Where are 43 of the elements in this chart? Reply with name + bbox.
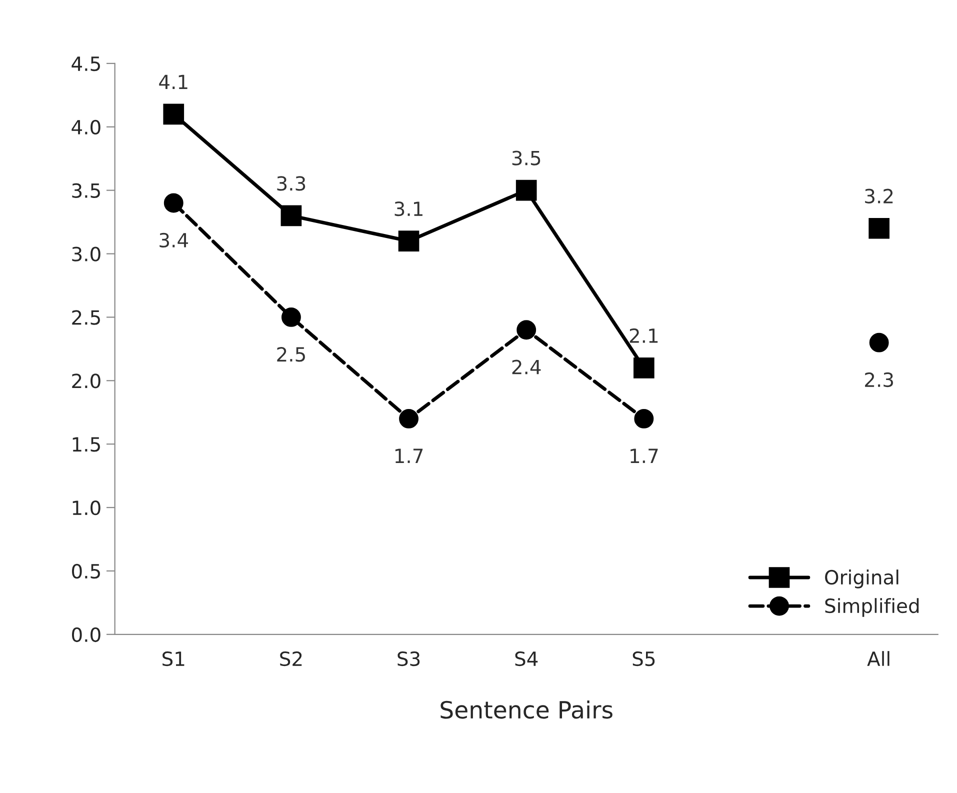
point: [869, 332, 889, 352]
data-label: 2.3: [865, 372, 893, 388]
x-tick-label: S5: [632, 651, 655, 666]
y-tick-label: 2.0: [72, 374, 100, 388]
x-tick-label: S2: [280, 651, 302, 666]
data-label: 3.2: [865, 188, 893, 204]
x-tick-label: S1: [162, 651, 184, 666]
legend-label: Original: [825, 570, 898, 588]
point: [280, 205, 302, 226]
x-tick-label: All: [867, 651, 890, 666]
data-label: 3.5: [512, 150, 540, 166]
data-label: 1.7: [395, 448, 423, 463]
point: [163, 104, 184, 125]
data-label: 2.4: [512, 360, 541, 374]
y-tick-label: 2.5: [72, 310, 100, 325]
point: [398, 230, 420, 252]
point: [281, 307, 301, 327]
x-tick-label: S3: [398, 651, 420, 666]
point: [164, 193, 184, 213]
y-tick-label: 1.5: [72, 437, 100, 452]
y-tick-label: 4.0: [72, 120, 100, 135]
data-label: 2.1: [630, 328, 658, 343]
data-label: 2.5: [277, 347, 305, 362]
y-tick-label: 0.0: [72, 627, 100, 642]
y-tick-label: 4.5: [72, 56, 100, 72]
y-tick-label: 0.5: [72, 564, 100, 579]
data-label: 3.1: [394, 201, 422, 216]
point: [516, 320, 536, 340]
y-tick-label: 1.0: [72, 500, 100, 516]
y-tick-label: 3.5: [72, 183, 100, 198]
x-axis-title: Sentence Pairs: [440, 700, 612, 719]
point: [634, 358, 654, 378]
point: [634, 408, 654, 428]
data-label: 4.1: [159, 74, 188, 89]
y-tick-label: 3.0: [72, 246, 100, 262]
legend-label: Simplified: [825, 598, 919, 617]
data-label: 3.3: [277, 176, 306, 191]
x-tick-label: S4: [515, 651, 538, 666]
data-label: 1.7: [630, 448, 658, 463]
point: [516, 180, 537, 201]
point: [868, 218, 890, 239]
data-label: 3.4: [160, 232, 188, 248]
point: [399, 408, 418, 428]
